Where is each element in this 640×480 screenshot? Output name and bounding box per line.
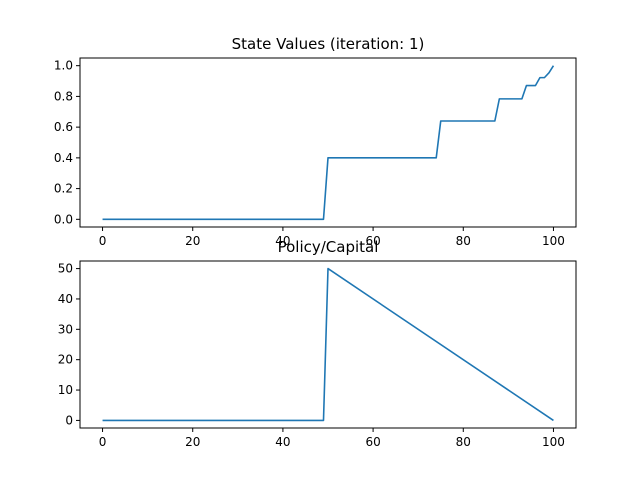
state-values-x-tick-label: 40 xyxy=(275,234,290,248)
policy-capital-axes: Policy/Capital 0 20 40 60 80 100 0 10 20 30 40 50 xyxy=(58,238,577,449)
policy-capital-y-tick-label: 30 xyxy=(58,322,73,336)
policy-capital-x-tick-label: 100 xyxy=(542,435,565,449)
state-values-axes-frame xyxy=(79,57,577,228)
state-values-y-tick-label: 1.0 xyxy=(54,59,73,73)
policy-capital-y-tick-label: 50 xyxy=(58,262,73,276)
state-values-y-tick-label: 0.8 xyxy=(54,89,73,103)
policy-capital-y-tick-label: 0 xyxy=(65,413,73,427)
policy-capital-x-tick-label: 60 xyxy=(365,435,380,449)
policy-capital-x-tick-label: 0 xyxy=(99,435,107,449)
policy-capital-x-tick-label: 80 xyxy=(456,435,471,449)
state-values-x-tick-label: 80 xyxy=(456,234,471,248)
state-values-axes: State Values (iteration: 1) 0 20 40 60 80 100 0… xyxy=(54,35,577,248)
policy-capital-x-tick-label: 20 xyxy=(185,435,200,449)
policy-capital-axes-frame xyxy=(79,260,577,429)
state-values-y-tick-label: 0.6 xyxy=(54,120,73,134)
policy-capital-y-tick-label: 10 xyxy=(58,383,73,397)
policy-capital-y-tick-label: 40 xyxy=(58,292,73,306)
state-values-y-tick-label: 0.0 xyxy=(54,212,73,226)
policy-capital-y-tick-label: 20 xyxy=(58,353,73,367)
state-values-x-tick-label: 60 xyxy=(365,234,380,248)
policy-capital-x-tick-label: 40 xyxy=(275,435,290,449)
policy-capital-series-line xyxy=(102,267,554,422)
state-values-series-line xyxy=(102,65,555,221)
state-values-x-tick-label: 100 xyxy=(542,234,565,248)
state-values-y-tick-label: 0.2 xyxy=(54,182,73,196)
state-values-y-tick-label: 0.4 xyxy=(54,151,73,165)
policy-capital-title: Policy/Capital xyxy=(278,238,379,256)
state-values-x-tick-label: 20 xyxy=(185,234,200,248)
state-values-x-tick-label: 0 xyxy=(99,234,107,248)
state-values-title: State Values (iteration: 1) xyxy=(232,35,425,53)
